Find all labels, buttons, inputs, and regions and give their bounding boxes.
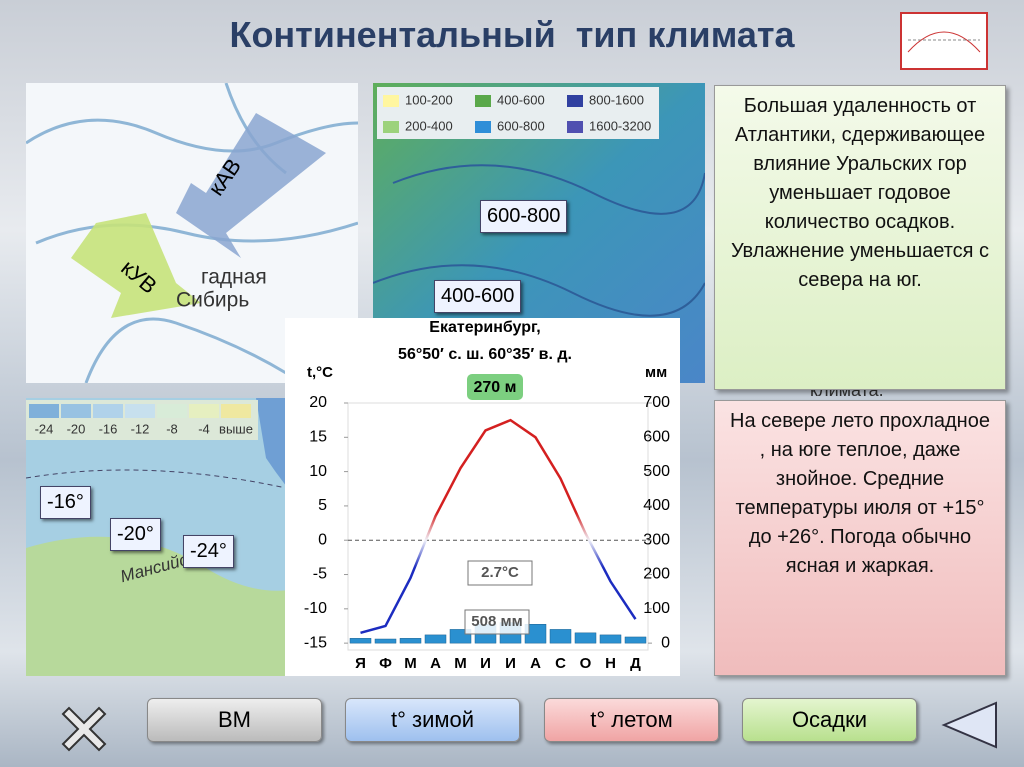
y2-tick-label: 300 xyxy=(643,531,670,548)
legend-swatch xyxy=(475,95,491,107)
legend-label: 600-800 xyxy=(497,118,545,133)
legend-label: 800-1600 xyxy=(589,92,644,107)
y2-tick-label: 200 xyxy=(643,566,670,583)
thumbnail-icon xyxy=(900,12,988,70)
precip-bar xyxy=(349,638,372,644)
callout: 600-800 xyxy=(480,200,568,233)
callout: 400-600 xyxy=(434,280,522,313)
y2-tick-label: 600 xyxy=(643,429,670,446)
y-axis-label: t,°C xyxy=(307,364,333,381)
y-tick-label: 20 xyxy=(309,394,327,411)
y2-axis-label: мм xyxy=(645,364,667,381)
chart-subtitle: 56°50′ с. ш. 60°35′ в. д. xyxy=(398,346,572,363)
legend-label: -8 xyxy=(166,421,178,436)
legend-swatch xyxy=(189,404,219,418)
badge xyxy=(467,374,523,400)
x-tick-label: С xyxy=(555,655,566,672)
map-label: гадная xyxy=(201,266,267,289)
legend-label: -16 xyxy=(99,421,118,436)
y-tick-label: -10 xyxy=(304,600,327,617)
close-button[interactable] xyxy=(55,700,113,758)
callout: -16° xyxy=(40,486,91,519)
legend-label: -12 xyxy=(131,421,150,436)
text-box: Большая удаленность от Атлантики, сдержи… xyxy=(714,85,1006,390)
x-tick-label: И xyxy=(480,655,491,672)
x-tick-label: Н xyxy=(605,655,616,672)
callout: -24° xyxy=(183,535,234,568)
legend-swatch xyxy=(125,404,155,418)
legend-label: 1600-3200 xyxy=(589,118,651,133)
y2-tick-label: 0 xyxy=(661,634,670,651)
chart-title: Екатеринбург, xyxy=(429,319,540,336)
x-tick-label: О xyxy=(580,655,592,672)
precip-bar xyxy=(624,636,647,644)
annotation-box xyxy=(464,609,530,635)
plot-area xyxy=(347,402,649,651)
annotation: 2.7°C xyxy=(481,564,519,581)
slide-title: Континентальный тип климата xyxy=(229,14,795,55)
precip-bar xyxy=(424,634,447,644)
annotation: 508 мм xyxy=(471,613,522,630)
precip-bar xyxy=(574,632,597,644)
legend-label: 400-600 xyxy=(497,92,545,107)
y-tick-label: -5 xyxy=(313,566,327,583)
callout: -20° xyxy=(110,518,161,551)
temperature-line xyxy=(360,418,637,635)
legend-label: выше xyxy=(219,421,253,436)
legend-swatch xyxy=(29,404,59,418)
elevation: 270 м xyxy=(474,379,517,396)
legend-label: -24 xyxy=(35,421,54,436)
y-tick-label: 0 xyxy=(318,531,327,548)
x-tick-label: М xyxy=(404,655,417,672)
y2-tick-label: 100 xyxy=(643,600,670,617)
legend-label: 100-200 xyxy=(405,92,453,107)
x-tick-label: И xyxy=(505,655,516,672)
legend-swatch xyxy=(93,404,123,418)
legend-swatch xyxy=(383,95,399,107)
precip-bar xyxy=(549,629,572,644)
x-tick-label: А xyxy=(430,655,441,672)
y2-tick-label: 700 xyxy=(643,394,670,411)
legend-swatch xyxy=(383,121,399,133)
button[interactable]: t° летом xyxy=(544,698,719,742)
y-tick-label: 5 xyxy=(318,497,327,514)
legend-label: -20 xyxy=(67,421,86,436)
legend-swatch xyxy=(475,121,491,133)
text-box: На севере лето прохладное , на юге тепло… xyxy=(714,400,1006,676)
x-tick-label: Д xyxy=(630,655,641,672)
x-tick-label: М xyxy=(454,655,467,672)
button[interactable]: t° зимой xyxy=(345,698,520,742)
y-tick-label: 10 xyxy=(309,463,327,480)
legend-swatch xyxy=(567,121,583,133)
x-tick-label: Я xyxy=(355,655,366,672)
x-tick-label: Ф xyxy=(379,655,392,672)
legend-swatch xyxy=(61,404,91,418)
y2-tick-label: 400 xyxy=(643,497,670,514)
button[interactable]: ВМ xyxy=(147,698,322,742)
x-tick-label: А xyxy=(530,655,541,672)
air-mass-map: кАВ кУВ гадная Сибирь xyxy=(26,83,358,383)
y2-tick-label: 500 xyxy=(643,463,670,480)
legend-label: 200-400 xyxy=(405,118,453,133)
precip-bar xyxy=(374,638,397,644)
legend-swatch xyxy=(567,95,583,107)
annotation-box xyxy=(467,560,533,586)
y-tick-label: -15 xyxy=(304,634,327,651)
climate-chart: Екатеринбург, 56°50′ с. ш. 60°35′ в. д. … xyxy=(285,318,680,676)
precip-bar xyxy=(599,634,622,644)
legend-label: -4 xyxy=(198,421,210,436)
legend-swatch xyxy=(221,404,251,418)
back-button[interactable] xyxy=(940,700,1000,750)
precip-bar xyxy=(399,638,422,644)
y-tick-label: 15 xyxy=(309,429,327,446)
map-label: Сибирь xyxy=(176,289,249,312)
legend-swatch xyxy=(157,404,187,418)
button[interactable]: Осадки xyxy=(742,698,917,742)
